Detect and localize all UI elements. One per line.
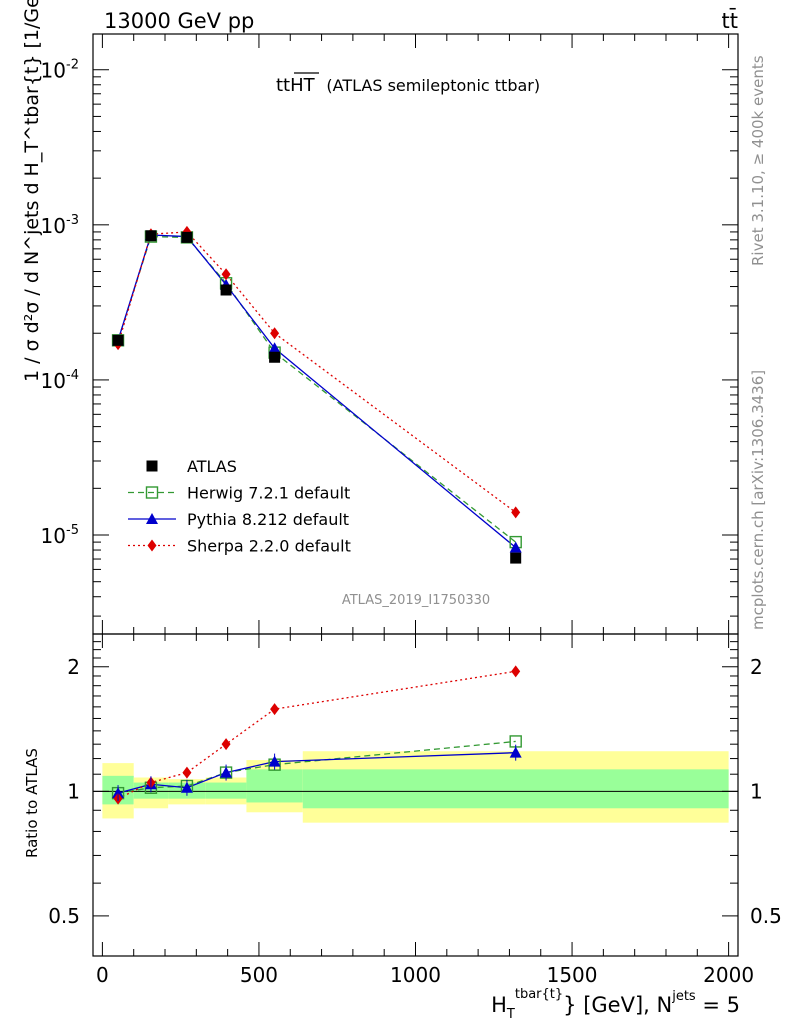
ratio-tick-label-right: 0.5	[750, 904, 782, 928]
herwig-ratio-line	[117, 740, 516, 794]
ratio-tick-label-right: 1	[750, 779, 763, 803]
y-tick-exponent: -3	[66, 213, 79, 228]
header-right: tt̄	[722, 8, 738, 33]
pythia-point	[268, 342, 281, 354]
sherpa-point	[221, 268, 231, 281]
x-tick-label: 1500	[547, 963, 598, 987]
x-tick-label: 500	[240, 963, 278, 987]
x-axis-label: HTtbar{t}} [GeV], Njets = 5	[491, 987, 740, 1022]
x-label-sup2: jets	[671, 989, 696, 1004]
x-label-sup: tbar{t}	[515, 987, 563, 1002]
atlas-point	[220, 284, 232, 296]
atlas-point	[181, 231, 193, 243]
band-inner	[205, 782, 247, 799]
y-tick-label: 10	[41, 214, 66, 238]
x-label-sub: T	[506, 1007, 515, 1022]
legend-sherpa-label: Sherpa 2.2.0 default	[187, 537, 351, 556]
legend-sherpa-marker	[147, 539, 157, 552]
legend-pythia-label: Pythia 8.212 default	[187, 510, 349, 529]
y-tick-label: 10	[41, 369, 66, 393]
y-tick-label: 10	[41, 524, 66, 548]
x-label-rest: } [GeV], N	[563, 993, 672, 1017]
y-axis-label-main: 1 / σ d²σ / d N^jets d H_T^tbar{t} [1/Ge…	[21, 0, 43, 382]
main-series	[111, 225, 522, 564]
x-tick-label: 0	[96, 963, 109, 987]
legend-atlas-marker	[146, 460, 158, 472]
legend: ATLAS Herwig 7.2.1 default Pythia 8.212 de…	[128, 457, 351, 556]
header-left: 13000 GeV pp	[104, 9, 254, 33]
y-tick-exponent: -4	[66, 368, 79, 383]
plot-title-main: ttHT	[276, 75, 316, 96]
band-inner	[246, 769, 303, 803]
x-label-end: = 5	[696, 993, 740, 1017]
band-inner	[302, 769, 729, 809]
sherpa-ratio-point	[511, 665, 521, 678]
sherpa-point	[270, 327, 280, 340]
plot-title-sub: (ATLAS semileptonic ttbar)	[326, 76, 540, 95]
ratio-series	[111, 665, 522, 805]
legend-pythia-marker	[146, 513, 158, 524]
sherpa-ratio-point	[221, 738, 231, 751]
legend-atlas-label: ATLAS	[187, 457, 237, 476]
x-tick-label: 2000	[703, 963, 754, 987]
y-axis-label-ratio: Ratio to ATLAS	[23, 748, 41, 858]
sherpa-ratio-point	[182, 766, 192, 779]
ratio-tick-label-left: 0.5	[48, 904, 80, 928]
atlas-point	[269, 351, 281, 363]
ratio-tick-label-left: 1	[67, 779, 80, 803]
legend-herwig-label: Herwig 7.2.1 default	[187, 484, 350, 503]
y-tick-exponent: -5	[66, 523, 79, 538]
atlas-point	[145, 230, 157, 242]
y-tick-label: 10	[41, 59, 66, 83]
sherpa-point	[511, 506, 521, 519]
sherpa-ratio-point	[270, 703, 280, 716]
x-tick-label: 1000	[390, 963, 441, 987]
side-rivet-text: Rivet 3.1.10, ≥ 400k events	[749, 55, 767, 266]
plot-title: ttHT (ATLAS semileptonic ttbar)	[276, 75, 540, 96]
side-mcplots-text: mcplots.cern.ch [arXiv:1306.3436]	[749, 370, 767, 630]
x-label-main: H	[491, 993, 507, 1017]
ratio-bands	[102, 751, 729, 823]
legend-herwig-marker	[145, 486, 159, 499]
pythia-point	[509, 541, 522, 553]
ratio-tick-label-left: 2	[67, 655, 80, 679]
atlas-point	[510, 552, 522, 564]
analysis-id: ATLAS_2019_I1750330	[342, 593, 490, 608]
atlas-point	[112, 334, 124, 346]
y-tick-exponent: -2	[66, 58, 79, 73]
sherpa-line	[117, 231, 517, 513]
ratio-tick-label-right: 2	[750, 655, 763, 679]
